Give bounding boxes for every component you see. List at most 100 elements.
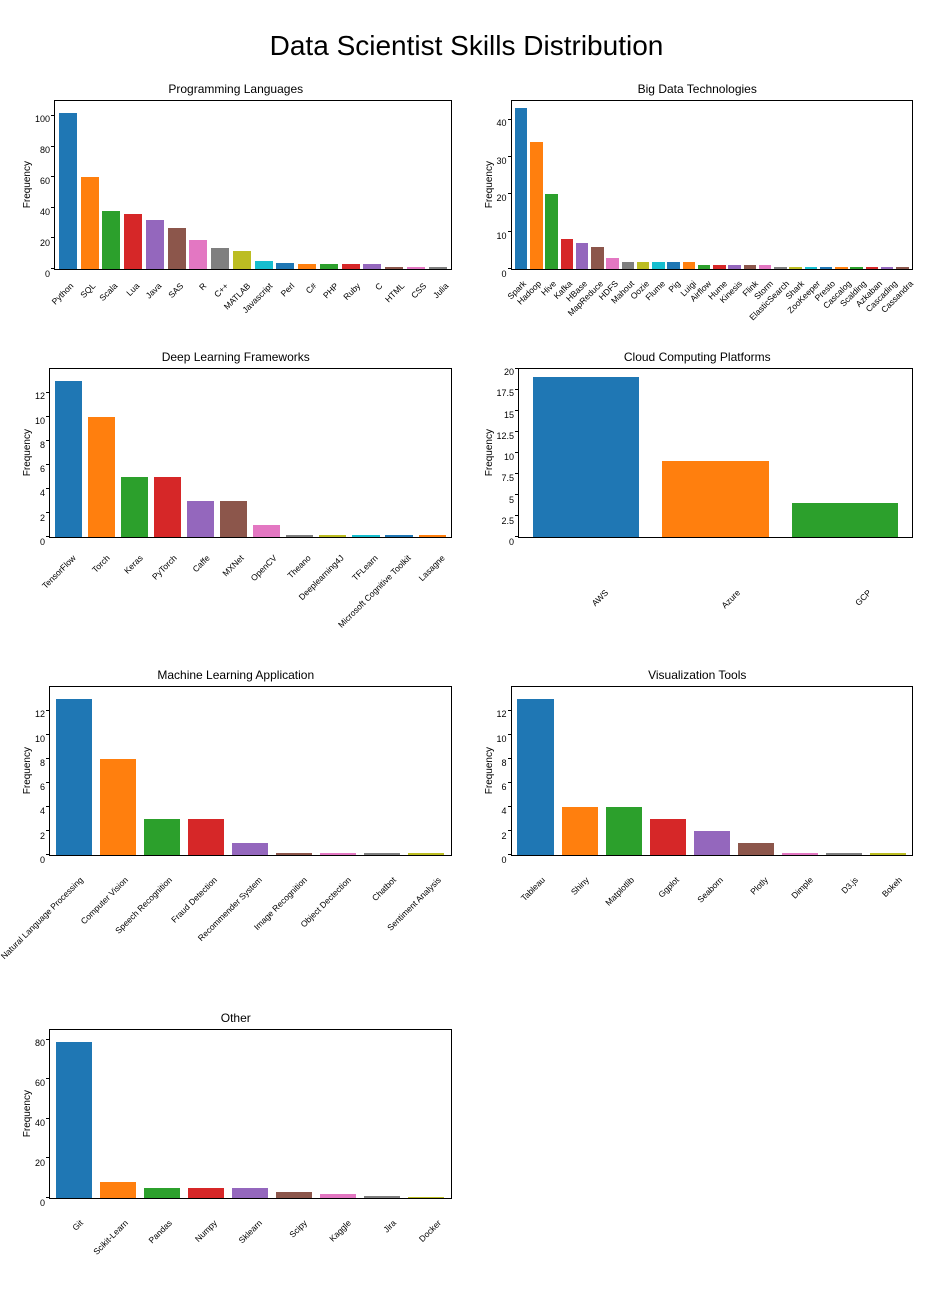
bar bbox=[782, 853, 818, 855]
bar bbox=[144, 819, 180, 855]
bar bbox=[81, 177, 99, 269]
bar bbox=[805, 267, 818, 269]
main-title: Data Scientist Skills Distribution bbox=[20, 30, 913, 62]
chart-title: Machine Learning Application bbox=[20, 668, 452, 682]
bar bbox=[211, 248, 229, 269]
bar bbox=[276, 263, 294, 269]
chart-1: Big Data TechnologiesFrequency403020100F… bbox=[482, 82, 914, 330]
bar bbox=[728, 265, 741, 269]
bar bbox=[545, 194, 558, 269]
bar bbox=[698, 265, 711, 269]
bar bbox=[820, 267, 833, 269]
bar bbox=[319, 535, 346, 537]
bar bbox=[121, 477, 148, 537]
bar bbox=[100, 1182, 136, 1198]
bar bbox=[774, 267, 787, 269]
bar bbox=[144, 1188, 180, 1198]
x-tick-label: Bokeh bbox=[881, 859, 933, 927]
bar bbox=[146, 220, 164, 269]
bar bbox=[253, 525, 280, 537]
chart-3: Cloud Computing Platforms Frequency2017.5… bbox=[482, 350, 914, 648]
bar bbox=[738, 843, 774, 855]
bar bbox=[407, 267, 425, 269]
chart-title: Cloud Computing Platforms bbox=[482, 350, 914, 364]
bars-container bbox=[50, 687, 450, 855]
bar bbox=[866, 267, 879, 269]
bar bbox=[606, 258, 619, 269]
bar bbox=[232, 843, 268, 855]
bar bbox=[286, 535, 313, 537]
bar bbox=[562, 807, 598, 855]
bar bbox=[515, 108, 528, 269]
bar bbox=[652, 262, 665, 269]
bar bbox=[364, 853, 400, 855]
chart-6: OtherFrequency806040200Frequency80GitSci… bbox=[20, 1011, 452, 1259]
bar bbox=[683, 262, 696, 269]
bar bbox=[576, 243, 589, 269]
y-axis-label: Frequency bbox=[482, 161, 497, 208]
bar bbox=[896, 267, 909, 269]
y-ticks: 806040200 bbox=[35, 1029, 49, 1199]
y-ticks: 2017.51512.5107.552.50 bbox=[497, 368, 519, 538]
plot-area bbox=[49, 1029, 451, 1199]
bar bbox=[744, 265, 757, 269]
y-axis-label: Frequency bbox=[20, 1090, 35, 1137]
plot-area bbox=[511, 686, 913, 856]
x-labels: AWSAzureGCP bbox=[518, 541, 913, 578]
bar bbox=[276, 853, 312, 855]
bar bbox=[363, 264, 381, 269]
plot-area bbox=[511, 100, 913, 270]
bar bbox=[385, 267, 403, 269]
bar bbox=[606, 807, 642, 855]
x-tick-label: GCP bbox=[820, 541, 933, 660]
bar bbox=[429, 267, 447, 269]
bar bbox=[591, 247, 604, 269]
bar bbox=[419, 535, 446, 537]
bar bbox=[220, 501, 247, 537]
bars-container bbox=[512, 101, 912, 269]
bar bbox=[59, 113, 77, 269]
bar bbox=[622, 262, 635, 269]
bar bbox=[88, 417, 115, 537]
y-ticks: 403020100 bbox=[497, 100, 511, 270]
chart-title: Visualization Tools bbox=[482, 668, 914, 682]
y-ticks: 100806040200 bbox=[35, 100, 54, 270]
bar bbox=[56, 1042, 92, 1198]
x-labels: GitScikit-LearnPandasNumpySklearnScipyKa… bbox=[49, 1202, 451, 1259]
bar bbox=[276, 1192, 312, 1198]
plot-area bbox=[54, 100, 451, 270]
bars-container bbox=[512, 687, 912, 855]
y-axis-label: Frequency bbox=[482, 429, 497, 476]
bar bbox=[408, 1197, 444, 1198]
chart-title: Programming Languages bbox=[20, 82, 452, 96]
x-tick-label: Azure bbox=[688, 541, 807, 660]
x-labels: SparkHadoopHiveKafkaHBaseMapReduceHDFSMa… bbox=[511, 273, 913, 330]
bar bbox=[102, 211, 120, 269]
bar bbox=[320, 853, 356, 855]
bar bbox=[342, 264, 360, 269]
bar bbox=[352, 535, 379, 537]
y-axis-label: Frequency bbox=[482, 747, 497, 794]
bar bbox=[320, 264, 338, 269]
bar bbox=[124, 214, 142, 269]
bar bbox=[826, 853, 862, 855]
x-labels: TableauShinyMatplotlibGgplotSeabornPlotl… bbox=[511, 859, 913, 911]
bar bbox=[533, 377, 639, 537]
bar bbox=[364, 1196, 400, 1198]
x-labels: Natural Language ProcessingComputer Visi… bbox=[49, 859, 451, 991]
bar bbox=[694, 831, 730, 855]
x-tick-label: AWS bbox=[557, 541, 676, 660]
chart-title: Other bbox=[20, 1011, 452, 1025]
bar bbox=[650, 819, 686, 855]
bar bbox=[385, 535, 412, 537]
bar bbox=[792, 503, 898, 537]
bars-container bbox=[55, 101, 450, 269]
x-labels: PythonSQLScalaLuaJavaSASRC++MATLABJavasc… bbox=[54, 273, 451, 325]
bar bbox=[713, 265, 726, 269]
bar bbox=[530, 142, 543, 269]
bar bbox=[255, 261, 273, 269]
bar bbox=[189, 240, 207, 269]
bars-container bbox=[50, 1030, 450, 1198]
y-axis-label: Frequency bbox=[20, 747, 35, 794]
bar bbox=[850, 267, 863, 269]
